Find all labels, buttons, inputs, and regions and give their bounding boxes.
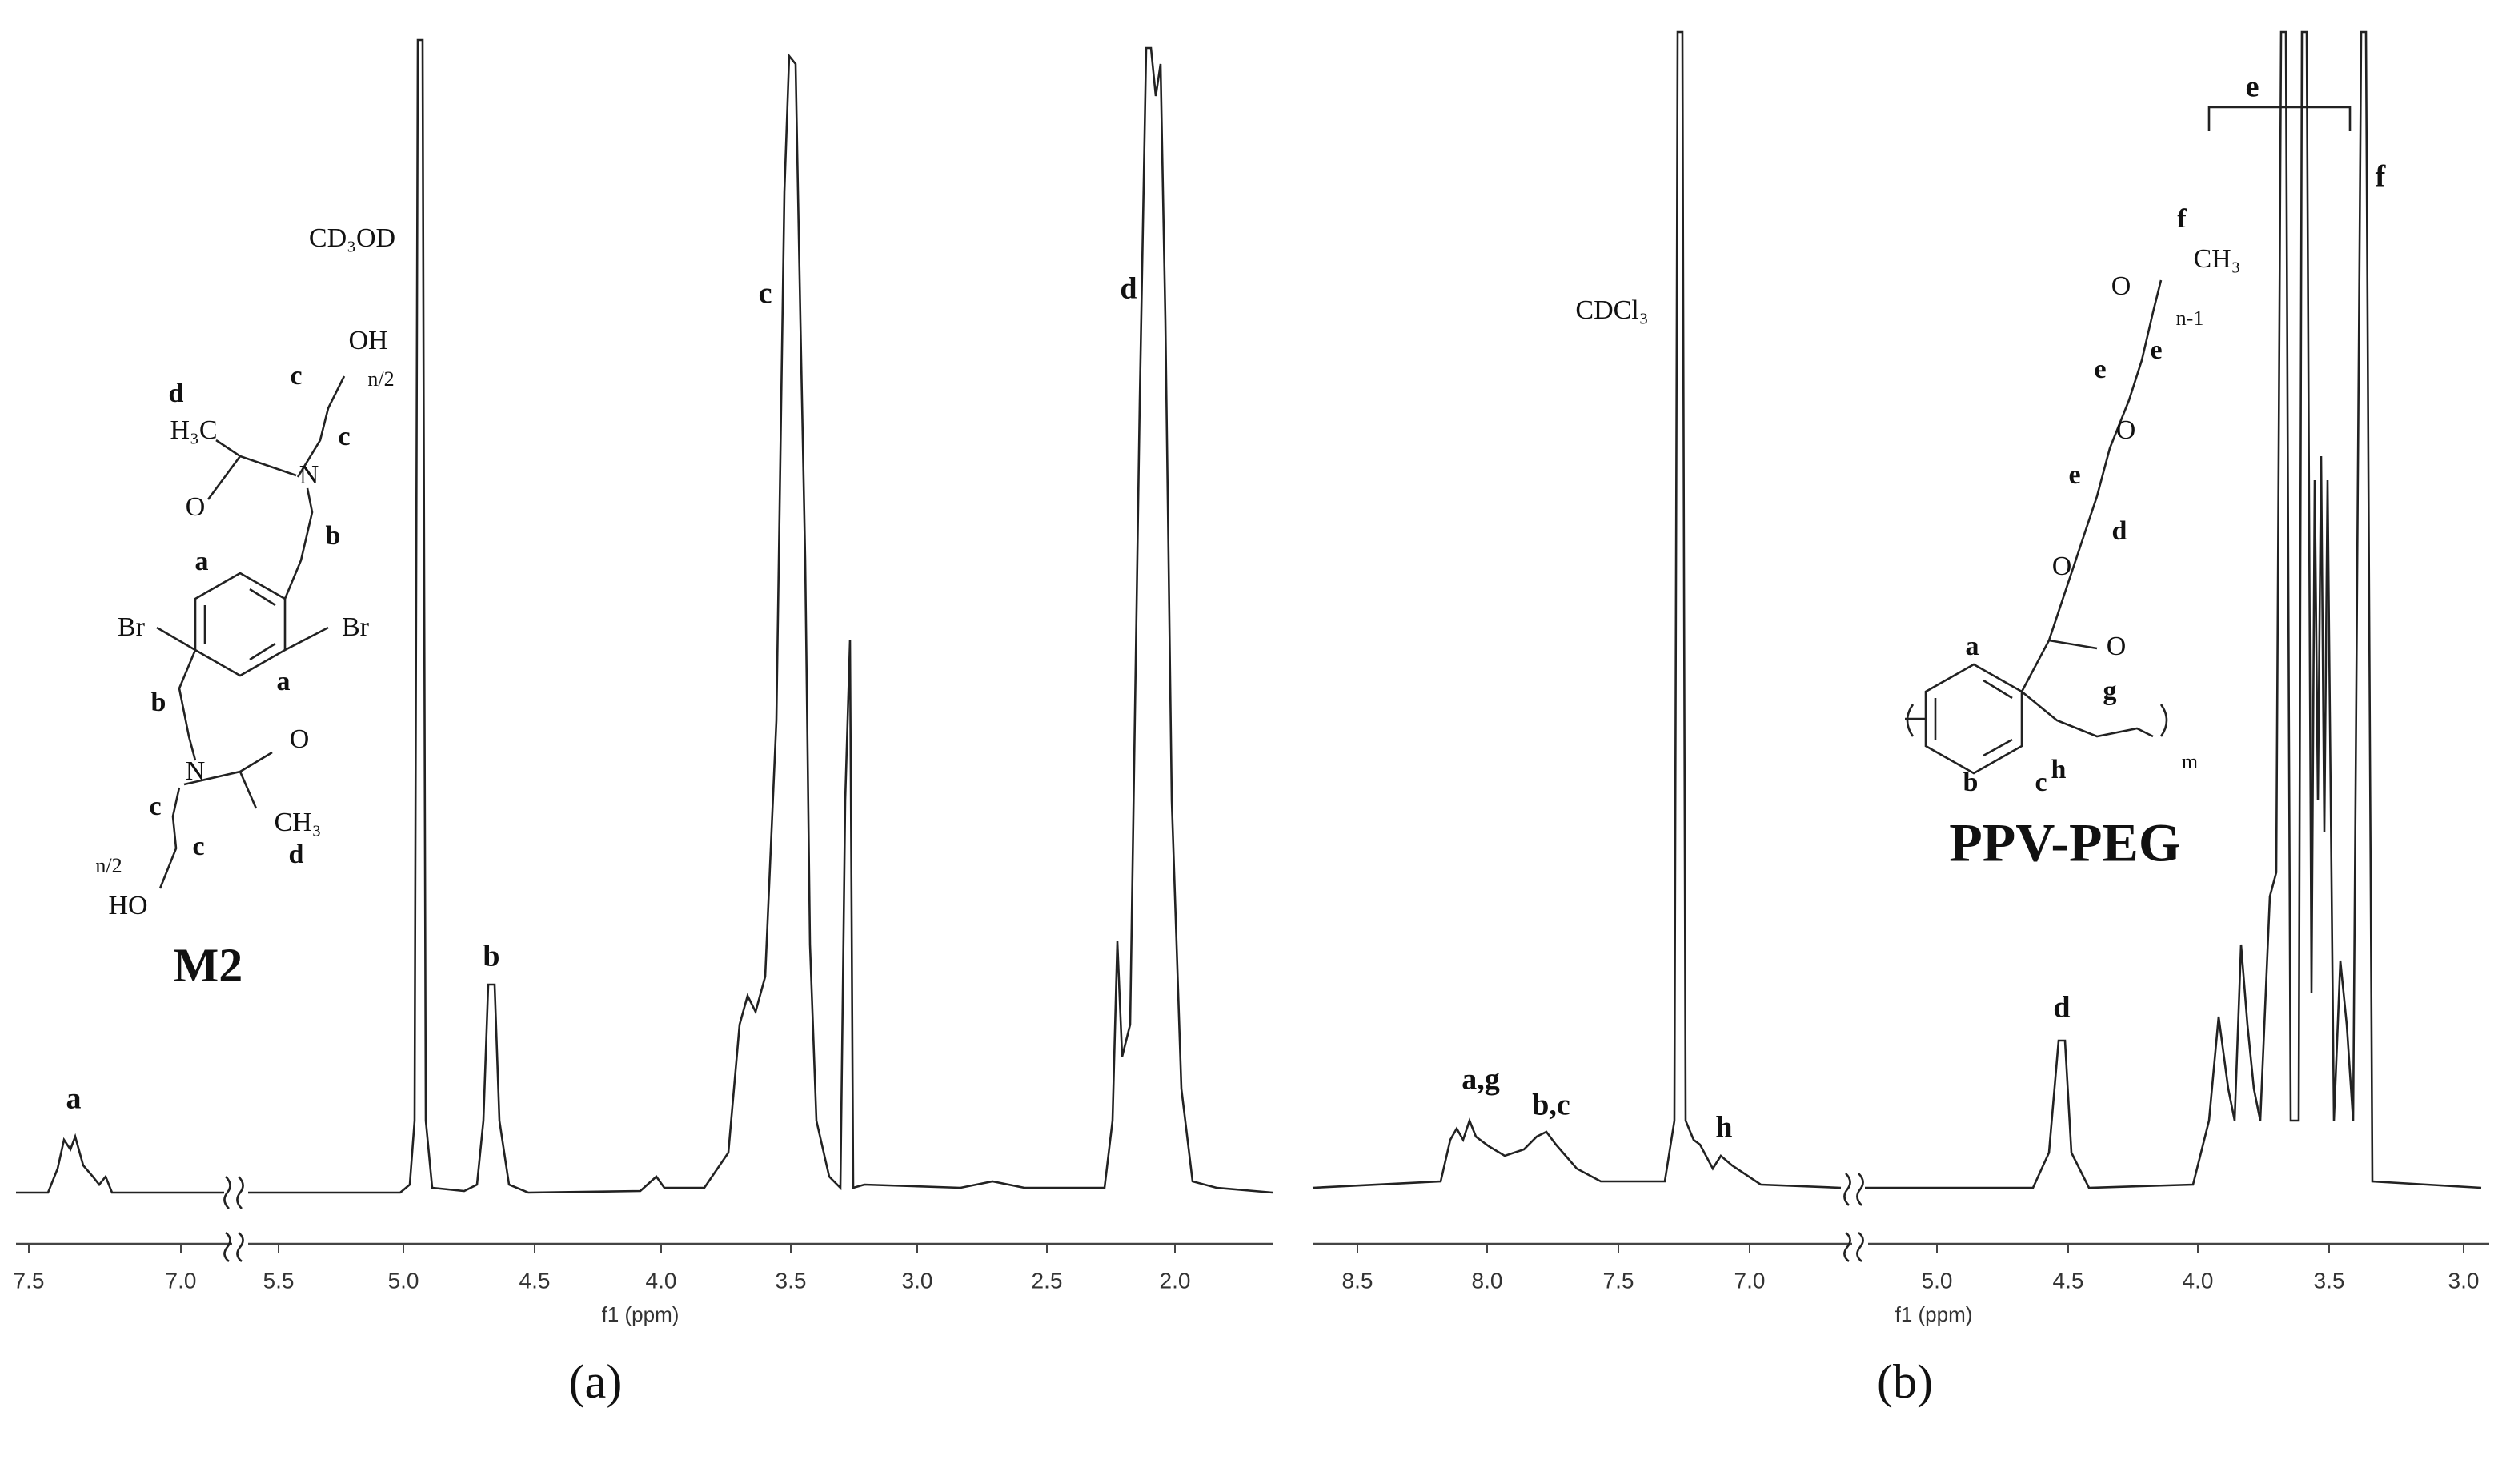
- atom-label: d: [169, 379, 184, 408]
- atom-label: b: [1963, 768, 1979, 797]
- peak-label: h: [1715, 1111, 1732, 1145]
- peak-label: d: [1120, 272, 1137, 306]
- spectrum-a: [16, 38, 1273, 1194]
- tick-label: 4.0: [2183, 1268, 2214, 1293]
- panel-label: (b): [1877, 1355, 1933, 1408]
- atom-label: m: [2182, 750, 2198, 773]
- tick-label: 7.5: [14, 1268, 45, 1293]
- atom-label: Br: [342, 612, 370, 642]
- tick-label: 2.0: [1160, 1268, 1191, 1293]
- atom-label: c: [338, 422, 350, 451]
- tick-label: 3.0: [2448, 1268, 2480, 1293]
- peak-label: a,g: [1461, 1063, 1500, 1097]
- tick-label: 7.5: [1603, 1268, 1634, 1293]
- atom-label: c: [290, 361, 302, 391]
- peak-label: d: [2053, 991, 2070, 1025]
- solvent-label: CDCl₃: [1575, 295, 1648, 325]
- tick-label: 8.5: [1342, 1268, 1373, 1293]
- spectrum-b: [1312, 30, 2482, 1189]
- atom-label: O: [2107, 632, 2127, 661]
- tick-label: 2.5: [1032, 1268, 1063, 1293]
- atom-label: b: [326, 521, 341, 551]
- peak-label: b,c: [1532, 1089, 1570, 1122]
- atom-label: O: [290, 724, 310, 754]
- atom-label: e: [2150, 335, 2162, 365]
- atom-label: CH₃: [2193, 244, 2240, 274]
- axis-label: f1 (ppm): [602, 1302, 680, 1326]
- atom-label: a: [1966, 632, 1979, 661]
- atom-label: c: [2035, 768, 2047, 797]
- tick-label: 4.0: [646, 1268, 677, 1293]
- atom-label: O: [186, 492, 206, 522]
- tick-label: 4.5: [519, 1268, 551, 1293]
- structure-ppv-peg: f CH₃ O n-1 e e O e d O O a g b c h m: [1905, 204, 2241, 797]
- atom-label: n/2: [367, 367, 394, 391]
- tick-label: 5.0: [1922, 1268, 1953, 1293]
- atom-label: e: [2094, 355, 2106, 384]
- tick-label: 5.0: [388, 1268, 419, 1293]
- atom-label: n-1: [2176, 307, 2204, 330]
- tick-label: 3.0: [902, 1268, 933, 1293]
- peak-label: a: [66, 1082, 82, 1116]
- atom-label: h: [2051, 755, 2067, 784]
- atom-label: HO: [108, 891, 147, 920]
- atom-label: OH: [348, 326, 387, 355]
- peak-label: e: [2246, 70, 2259, 104]
- atom-label: b: [151, 688, 166, 717]
- atom-label: d: [289, 840, 304, 869]
- atom-label: g: [2103, 676, 2117, 706]
- panel-label: (a): [569, 1355, 623, 1408]
- tick-label: 5.5: [263, 1268, 295, 1293]
- atom-label: CH₃: [274, 808, 321, 837]
- atom-label: n/2: [95, 854, 122, 877]
- tick-label: 7.0: [166, 1268, 197, 1293]
- solvent-label: CD₃OD: [309, 223, 395, 253]
- peak-label: b: [483, 940, 499, 973]
- atom-label: N: [186, 756, 206, 786]
- tick-label: 8.0: [1472, 1268, 1503, 1293]
- axis-b: [1313, 1173, 2489, 1263]
- atom-label: O: [2116, 415, 2136, 445]
- atom-label: O: [2052, 551, 2072, 581]
- atom-label: H₃C: [170, 415, 217, 445]
- compound-name: M2: [174, 939, 243, 992]
- atom-label: a: [195, 547, 209, 576]
- bracket: [2207, 106, 2352, 131]
- peak-label: c: [759, 277, 772, 311]
- tick-label: 7.0: [1734, 1268, 1766, 1293]
- atom-label: N: [299, 460, 319, 490]
- atom-label: e: [2068, 460, 2080, 490]
- atom-label: c: [149, 792, 161, 821]
- axis-label: f1 (ppm): [1895, 1302, 1973, 1326]
- compound-name: PPV-PEG: [1949, 812, 2181, 873]
- axis-a: [16, 1176, 1273, 1263]
- tick-label: 3.5: [776, 1268, 807, 1293]
- atom-label: Br: [118, 612, 146, 642]
- atom-label: O: [2111, 271, 2131, 301]
- atom-label: d: [2112, 516, 2127, 546]
- structure-m2: d H₃C c OH n/2 c N O b a Br Br b a N O c…: [95, 326, 394, 920]
- peak-label: f: [2376, 160, 2387, 194]
- atom-label: c: [192, 832, 204, 861]
- tick-label: 4.5: [2053, 1268, 2084, 1293]
- atom-label: f: [2177, 204, 2187, 234]
- atom-label: a: [277, 667, 291, 696]
- tick-label: 3.5: [2314, 1268, 2345, 1293]
